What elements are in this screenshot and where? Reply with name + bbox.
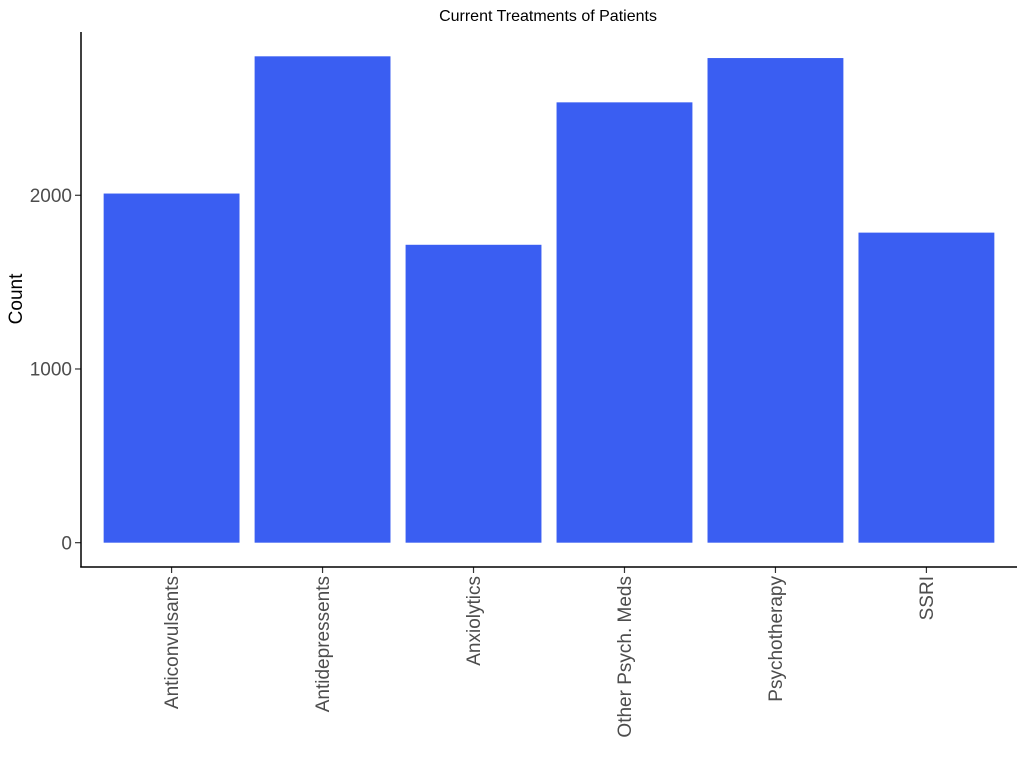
- x-tick-label: Psychotherapy: [766, 576, 787, 702]
- bar-other-psych-meds: [556, 102, 693, 543]
- y-tick-label: 1000: [30, 360, 72, 381]
- y-axis-label: Count: [6, 273, 27, 324]
- bar-anticonvulsants: [103, 193, 240, 543]
- chart-title: Current Treatments of Patients: [439, 8, 657, 25]
- bar-psychotherapy: [707, 58, 844, 543]
- bar-antidepressents: [254, 56, 391, 543]
- x-tick-label: SSRI: [917, 576, 938, 620]
- x-tick-label: Anxiolytics: [464, 576, 485, 666]
- bar-ssri: [858, 232, 995, 543]
- bar-anxiolytics: [405, 244, 542, 543]
- y-tick-label: 0: [61, 533, 72, 554]
- y-tick-label: 2000: [30, 186, 72, 207]
- x-tick-label: Antidepressents: [313, 576, 334, 712]
- bars-group: [103, 56, 995, 543]
- x-axis-ticks: Anticonvulsants Antidepressents Anxiolytic…: [162, 567, 938, 738]
- x-tick-label: Other Psych. Meds: [615, 576, 636, 738]
- x-tick-label: Anticonvulsants: [162, 576, 183, 709]
- y-axis-ticks: 0 1000 2000: [30, 186, 81, 554]
